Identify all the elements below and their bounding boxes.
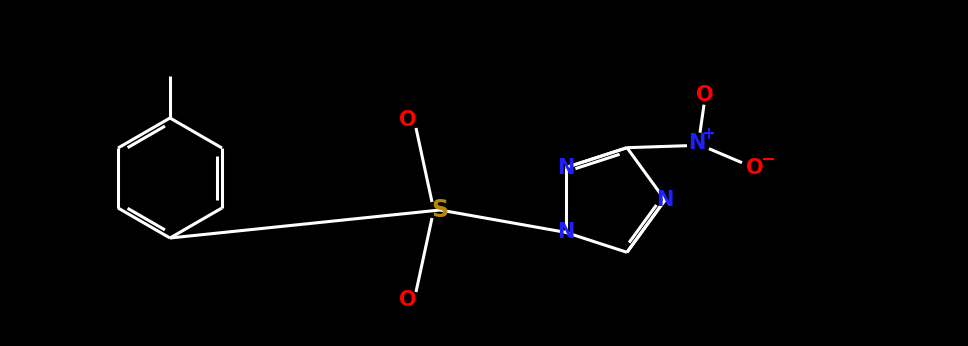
- Text: S: S: [432, 198, 448, 222]
- Text: O: O: [399, 290, 417, 310]
- Text: O: O: [746, 158, 764, 178]
- Text: N: N: [557, 222, 574, 242]
- Text: N: N: [688, 133, 706, 153]
- Text: N: N: [656, 190, 674, 210]
- Text: +: +: [701, 125, 715, 143]
- Text: O: O: [696, 85, 713, 105]
- Text: O: O: [399, 110, 417, 130]
- Text: N: N: [557, 158, 574, 178]
- Text: −: −: [761, 151, 775, 169]
